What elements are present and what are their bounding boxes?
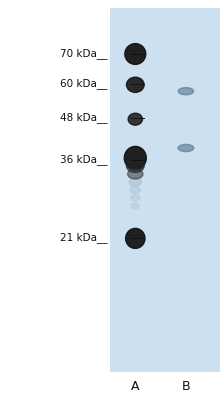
Ellipse shape — [178, 88, 194, 95]
Ellipse shape — [128, 169, 143, 179]
Ellipse shape — [129, 178, 141, 186]
Text: 21 kDa__: 21 kDa__ — [60, 232, 108, 244]
Bar — [110, 8, 220, 372]
Text: 36 kDa__: 36 kDa__ — [60, 154, 108, 166]
Ellipse shape — [132, 203, 139, 209]
Ellipse shape — [126, 77, 144, 92]
Ellipse shape — [125, 44, 146, 64]
Text: B: B — [182, 380, 190, 392]
Text: A: A — [131, 380, 139, 392]
Text: 48 kDa__: 48 kDa__ — [60, 112, 108, 124]
Ellipse shape — [130, 186, 140, 194]
Ellipse shape — [131, 195, 140, 201]
Text: 70 kDa__: 70 kDa__ — [61, 48, 108, 60]
Ellipse shape — [126, 160, 144, 172]
Ellipse shape — [126, 228, 145, 248]
Ellipse shape — [128, 113, 143, 125]
Ellipse shape — [178, 144, 194, 152]
Ellipse shape — [124, 146, 146, 170]
Text: 60 kDa__: 60 kDa__ — [61, 78, 108, 90]
